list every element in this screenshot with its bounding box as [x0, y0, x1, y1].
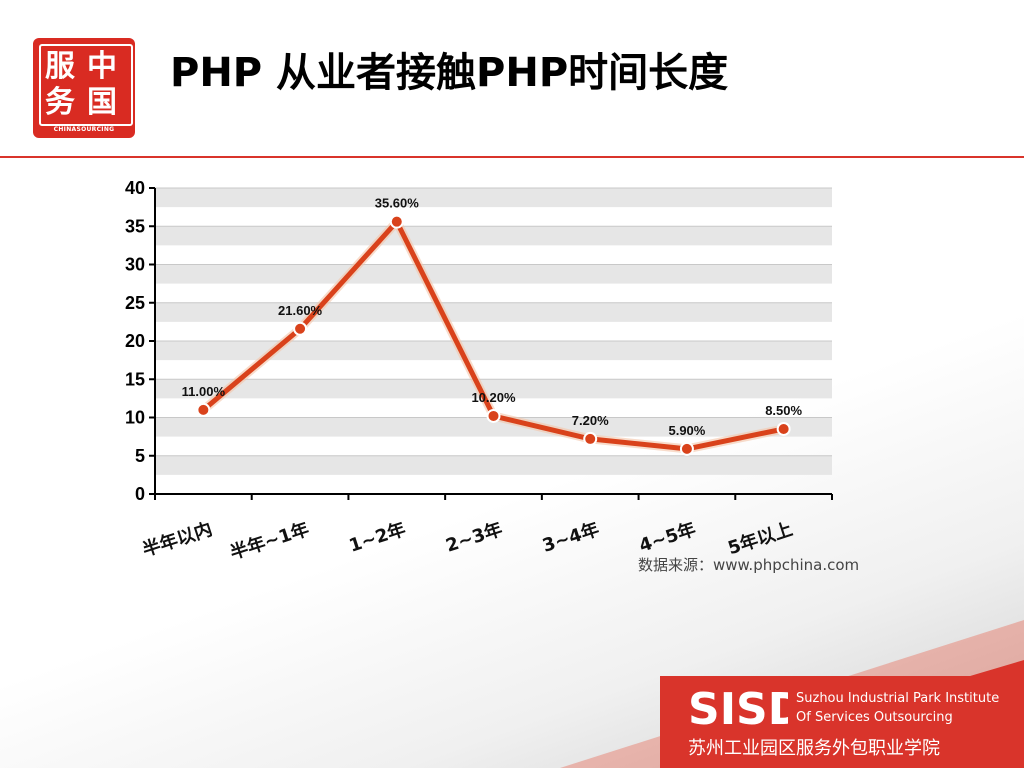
grid-bands: [155, 188, 832, 475]
data-point: [293, 321, 308, 336]
title-divider: [0, 156, 1024, 158]
institute-english-name: Suzhou Industrial Park Institute Of Serv…: [796, 689, 999, 727]
data-label: 35.60%: [375, 196, 420, 211]
grid-band: [155, 341, 832, 361]
y-tick-label: 10: [125, 408, 145, 428]
footer-band-block: [660, 676, 1024, 768]
footer-band: [560, 620, 1024, 768]
page-title: PHP 从业者接触PHP时间长度: [170, 50, 729, 96]
data-source-note: 数据来源：www.phpchina.com: [638, 556, 860, 574]
y-tick-label: 35: [125, 216, 145, 236]
data-label: 8.50%: [765, 403, 802, 418]
logo-glyph-1: 服: [45, 49, 75, 84]
logo-caption: CHINASOURCING: [53, 126, 115, 133]
x-tick-label: 1~2年: [346, 518, 408, 557]
institute-chinese-name: 苏州工业园区服务外包职业学院: [688, 738, 940, 759]
y-tick-label: 25: [125, 293, 145, 313]
logo-glyph-3: 务: [45, 85, 75, 120]
y-tick-label: 40: [125, 178, 145, 198]
y-tick-label: 0: [135, 484, 145, 504]
grid-band: [155, 455, 832, 475]
svg-text:SISD: SISD: [688, 684, 788, 730]
logo-frame: 服 中 务 国: [39, 44, 133, 126]
grid-band: [155, 302, 832, 322]
data-label: 11.00%: [182, 384, 226, 399]
y-tick-label: 5: [135, 446, 145, 466]
y-tick-labels: 0 5 10 15 20 25 30 35 40: [125, 178, 145, 504]
data-point: [389, 214, 404, 229]
data-point: [196, 402, 211, 417]
axes: [149, 187, 833, 500]
data-label: 7.20%: [572, 413, 609, 428]
data-points: [196, 214, 791, 456]
grid-band: [155, 417, 832, 437]
y-tick-label: 15: [125, 369, 145, 389]
logo-glyph-4: 国: [87, 85, 117, 120]
data-point: [486, 408, 501, 423]
institute-english-line1: Suzhou Industrial Park Institute: [796, 691, 1000, 706]
grid-band: [155, 188, 832, 208]
y-tick-label: 20: [125, 331, 145, 351]
x-tick-label: 半年~1年: [227, 518, 311, 564]
data-labels: 11.00% 21.60% 35.60% 10.20% 7.20% 5.90% 8.50%: [182, 196, 803, 438]
data-label: 5.90%: [668, 423, 705, 438]
chinasourcing-logo: 服 中 务 国 CHINASOURCING: [33, 38, 135, 138]
grid-band: [155, 379, 832, 399]
x-tick-label: 2~3年: [443, 518, 505, 557]
data-point: [679, 441, 694, 456]
data-label: 10.20%: [471, 390, 516, 405]
grid-band: [155, 226, 832, 246]
data-label: 21.60%: [278, 303, 323, 318]
sisd-logo: SISD: [688, 684, 788, 730]
x-tick-label: 3~4年: [540, 518, 602, 557]
institute-english-line2: Of Services Outsourcing: [796, 710, 953, 725]
data-point: [583, 431, 598, 446]
data-point: [776, 421, 791, 436]
y-tick-label: 30: [125, 255, 145, 275]
logo-glyph-2: 中: [87, 49, 117, 84]
grid-band: [155, 264, 832, 284]
x-tick-label: 4~5年: [636, 518, 698, 557]
x-tick-label: 半年以内: [140, 518, 215, 561]
